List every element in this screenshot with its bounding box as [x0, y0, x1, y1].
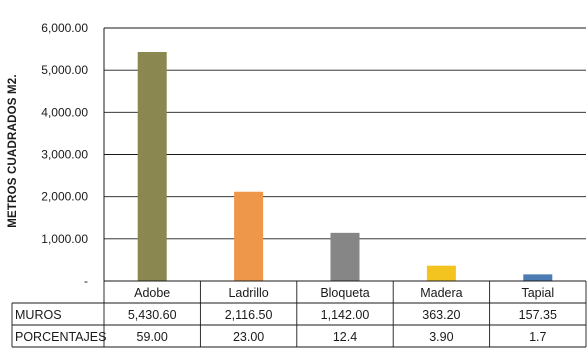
gridlines: [104, 27, 586, 240]
bar-bloqueta: [330, 232, 360, 281]
bar-ladrillo: [234, 191, 264, 281]
bar-madera: [426, 265, 456, 281]
y-tick-label-2: 2,000.00: [41, 190, 88, 204]
bar-tapial: [523, 274, 553, 281]
cell-muros-ladrillo: 2,116.50: [225, 308, 273, 322]
cell-porcentajes-bloqueta: 12.4: [333, 330, 357, 344]
y-tick-label-0: -: [84, 274, 88, 288]
axes: [103, 28, 586, 282]
x-tick-label-ladrillo: Ladrillo: [228, 286, 268, 300]
data-table: Adobe Ladrillo Bloqueta Madera Tapial MUROS 5,…: [11, 281, 587, 348]
row-label-muros: MUROS: [15, 308, 62, 322]
y-tick-label-5: 5,000.00: [41, 63, 88, 77]
bar-adobe: [137, 52, 167, 281]
cell-porcentajes-madera: 3.90: [429, 330, 453, 344]
y-tick-label-4: 4,000.00: [41, 105, 88, 119]
y-tick-label-6: 6,000.00: [41, 21, 88, 35]
cell-muros-bloqueta: 1,142.00: [321, 308, 370, 322]
y-tick-labels: - 1,000.00 2,000.00 3,000.00 4,000.00 5,000.0…: [41, 21, 88, 288]
bars: [137, 52, 553, 281]
y-tick-label-1: 1,000.00: [41, 232, 88, 246]
row-label-porcentajes: PORCENTAJES: [15, 330, 106, 344]
cell-muros-tapial: 157.35: [519, 308, 557, 322]
x-tick-label-madera: Madera: [420, 286, 462, 300]
cell-porcentajes-ladrillo: 23.00: [233, 330, 264, 344]
x-tick-label-adobe: Adobe: [134, 286, 170, 300]
x-tick-label-bloqueta: Bloqueta: [320, 286, 369, 300]
x-tick-label-tapial: Tapial: [521, 286, 554, 300]
cell-porcentajes-adobe: 59.00: [137, 330, 168, 344]
cell-porcentajes-tapial: 1.7: [529, 330, 546, 344]
y-axis-label: METROS CUADRADOS M2.: [7, 74, 19, 228]
cell-muros-madera: 363.20: [422, 308, 460, 322]
y-tick-label-3: 3,000.00: [41, 148, 88, 162]
cell-muros-adobe: 5,430.60: [128, 308, 177, 322]
